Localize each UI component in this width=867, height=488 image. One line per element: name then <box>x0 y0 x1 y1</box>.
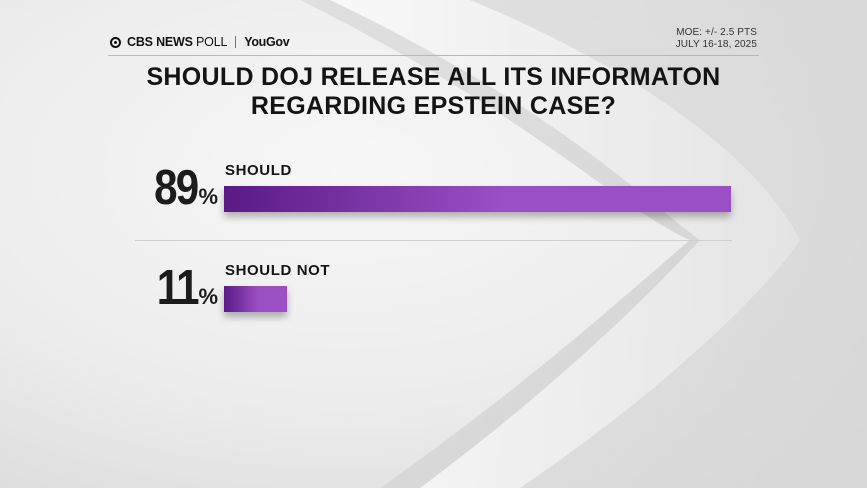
bar <box>224 186 731 212</box>
chart-title-line-2: REGARDING EPSTEIN CASE? <box>250 92 617 120</box>
row-divider <box>135 240 732 241</box>
brand-header: CBS NEWS POLL YouGov <box>110 35 290 49</box>
bar <box>224 286 287 312</box>
value-label: 89% <box>147 164 218 213</box>
cbs-eye-logo-icon <box>110 36 121 48</box>
percent-sign: % <box>198 184 218 209</box>
poll-dates: JULY 16-18, 2025 <box>675 39 757 50</box>
brand-name: CBS NEWS POLL <box>127 35 228 49</box>
bar-label: SHOULD NOT <box>225 262 331 279</box>
brand-divider <box>235 36 237 48</box>
chart-title-line-1: SHOULD DOJ RELEASE ALL ITS INFORMATON <box>146 63 721 91</box>
bar-label: SHOULD <box>225 162 292 179</box>
value-number: 11 <box>156 261 199 315</box>
chart-title: SHOULD DOJ RELEASE ALL ITS INFORMATON RE… <box>90 63 777 121</box>
percent-sign: % <box>198 284 218 309</box>
value-label: 11% <box>150 264 218 313</box>
margin-of-error: MOE: +/- 2.5 PTS <box>676 27 757 38</box>
partner-name: YouGov <box>244 35 290 49</box>
header-rule <box>108 55 759 56</box>
poll-meta: MOE: +/- 2.5 PTS JULY 16-18, 2025 <box>676 27 757 51</box>
value-number: 89 <box>153 161 199 215</box>
